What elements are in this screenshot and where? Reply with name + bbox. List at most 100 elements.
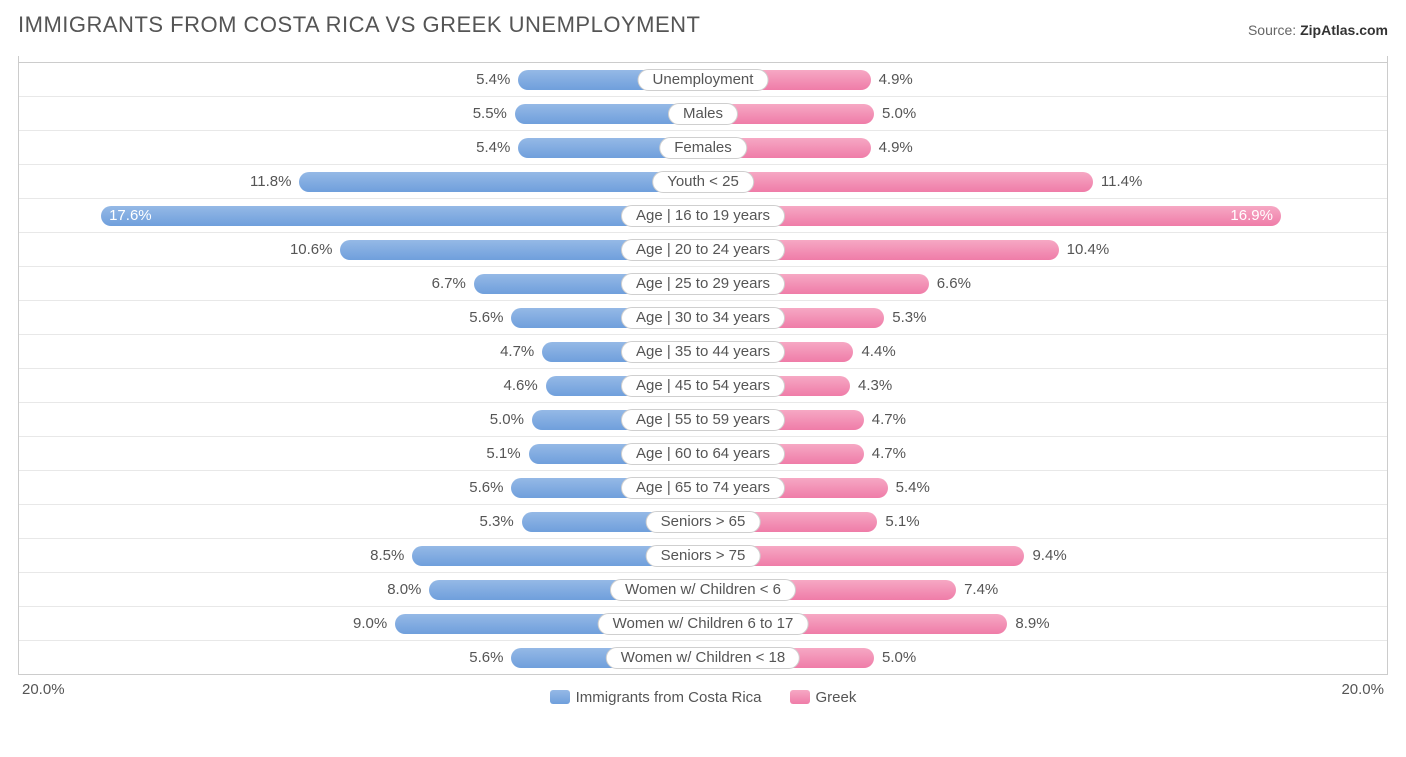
legend-swatch-right [790, 690, 810, 704]
chart-row: 8.5% 9.4% Seniors > 75 [19, 538, 1387, 572]
category-pill: Age | 20 to 24 years [621, 239, 785, 261]
left-value-label: 4.6% [495, 377, 545, 394]
left-value-label: 5.4% [468, 139, 518, 156]
source-name: ZipAtlas.com [1300, 22, 1388, 38]
left-value-label: 5.4% [468, 71, 518, 88]
right-value-label: 8.9% [1007, 615, 1057, 632]
row-right-half: 7.4% [703, 573, 1387, 606]
right-value-label: 11.4% [1093, 173, 1150, 190]
row-left-half: 6.7% [19, 267, 703, 300]
left-value-label: 11.8% [242, 173, 299, 190]
row-right-half: 5.1% [703, 505, 1387, 538]
right-value-label: 5.1% [877, 513, 927, 530]
right-value-label: 4.7% [864, 445, 914, 462]
chart-row: 8.0% 7.4%Women w/ Children < 6 [19, 572, 1387, 606]
row-right-half: 4.3% [703, 369, 1387, 402]
left-value-label: 6.7% [424, 275, 474, 292]
left-value-label: 5.5% [465, 105, 515, 122]
row-left-half: 5.4% [19, 63, 703, 96]
category-pill: Age | 25 to 29 years [621, 273, 785, 295]
row-right-half: 5.0% [703, 97, 1387, 130]
chart-plot-area: 5.4%4.9%Unemployment5.5%5.0%Males5.4%4.9… [18, 56, 1388, 675]
category-pill: Age | 16 to 19 years [621, 205, 785, 227]
right-value-label: 4.3% [850, 377, 900, 394]
row-right-half: 10.4% [703, 233, 1387, 266]
legend-swatch-left [550, 690, 570, 704]
category-pill: Age | 65 to 74 years [621, 477, 785, 499]
right-value-label: 5.0% [874, 649, 924, 666]
left-value-label: 5.3% [472, 513, 522, 530]
right-value-label: 5.0% [874, 105, 924, 122]
row-right-half: 11.4% [703, 165, 1387, 198]
chart-row: 5.4% 4.9% Females [19, 130, 1387, 164]
left-value-label: 17.6% [101, 207, 160, 224]
left-value-label: 5.0% [482, 411, 532, 428]
left-value-label: 4.7% [492, 343, 542, 360]
row-left-half: 5.1% [19, 437, 703, 470]
axis-label-right: 20.0% [1341, 681, 1384, 706]
row-right-half: 4.7% [703, 437, 1387, 470]
chart-row: 5.6%5.4%Age | 65 to 74 years [19, 470, 1387, 504]
chart-container: IMMIGRANTS FROM COSTA RICA VS GREEK UNEM… [0, 0, 1406, 757]
chart-row: 5.6% 5.3%Age | 30 to 34 years [19, 300, 1387, 334]
legend-label-left: Immigrants from Costa Rica [576, 689, 762, 706]
row-left-half: 5.3% [19, 505, 703, 538]
chart-row: 10.6% 10.4% Age | 20 to 24 years [19, 232, 1387, 266]
chart-row: 6.7% 6.6% Age | 25 to 29 years [19, 266, 1387, 300]
row-right-half: 5.4% [703, 471, 1387, 504]
chart-row: 4.6%4.3%Age | 45 to 54 years [19, 368, 1387, 402]
row-right-half: 4.9% [703, 63, 1387, 96]
right-value-label: 10.4% [1059, 241, 1118, 258]
chart-row: 4.7%4.4%Age | 35 to 44 years [19, 334, 1387, 368]
right-value-label: 4.9% [871, 139, 921, 156]
row-left-half: 5.6% [19, 471, 703, 504]
row-left-half: 8.5% [19, 539, 703, 572]
chart-row: 5.1% 4.7% Age | 60 to 64 years [19, 436, 1387, 470]
chart-row: 9.0% 8.9% Women w/ Children 6 to 17 [19, 606, 1387, 640]
source-prefix: Source: [1248, 22, 1300, 38]
row-right-half: 9.4% [703, 539, 1387, 572]
chart-row: 17.6% 16.9% Age | 16 to 19 years [19, 198, 1387, 232]
left-value-label: 8.5% [362, 547, 412, 564]
row-right-half: 4.9% [703, 131, 1387, 164]
row-left-half: 4.6% [19, 369, 703, 402]
row-right-half: 4.7% [703, 403, 1387, 436]
legend-item-left: Immigrants from Costa Rica [550, 689, 762, 706]
chart-row: 5.3% 5.1% Seniors > 65 [19, 504, 1387, 538]
left-value-label: 10.6% [282, 241, 341, 258]
right-value-label: 4.4% [853, 343, 903, 360]
category-pill: Age | 30 to 34 years [621, 307, 785, 329]
legend-label-right: Greek [816, 689, 857, 706]
right-value-label: 6.6% [929, 275, 979, 292]
row-right-half: 6.6% [703, 267, 1387, 300]
left-value-label: 8.0% [379, 581, 429, 598]
row-right-half: 5.0% [703, 641, 1387, 674]
left-value-label: 9.0% [345, 615, 395, 632]
category-pill: Age | 60 to 64 years [621, 443, 785, 465]
row-left-half: 5.6% [19, 301, 703, 334]
row-right-half: 5.3% [703, 301, 1387, 334]
chart-row: 11.8%11.4%Youth < 25 [19, 164, 1387, 198]
category-pill: Seniors > 75 [646, 545, 761, 567]
row-left-half: 5.6% [19, 641, 703, 674]
chart-row: 5.6%5.0%Women w/ Children < 18 [19, 640, 1387, 674]
left-value-label: 5.6% [461, 649, 511, 666]
left-bar: 17.6% [101, 206, 703, 226]
chart-row: 5.4%4.9%Unemployment [19, 62, 1387, 96]
right-value-label: 4.7% [864, 411, 914, 428]
chart-row: 5.0%4.7%Age | 55 to 59 years [19, 402, 1387, 436]
source-attribution: Source: ZipAtlas.com [1248, 22, 1388, 38]
category-pill: Seniors > 65 [646, 511, 761, 533]
right-value-label: 9.4% [1024, 547, 1074, 564]
right-bar: 16.9% [703, 206, 1281, 226]
category-pill: Women w/ Children < 6 [610, 579, 796, 601]
left-value-label: 5.6% [461, 309, 511, 326]
legend: Immigrants from Costa Rica Greek [550, 681, 857, 706]
chart-row: 5.5% 5.0% Males [19, 96, 1387, 130]
row-right-half: 4.4% [703, 335, 1387, 368]
category-pill: Males [668, 103, 738, 125]
right-value-label: 16.9% [1222, 207, 1281, 224]
category-pill: Women w/ Children 6 to 17 [598, 613, 809, 635]
category-pill: Females [659, 137, 747, 159]
chart-title: IMMIGRANTS FROM COSTA RICA VS GREEK UNEM… [18, 12, 700, 38]
